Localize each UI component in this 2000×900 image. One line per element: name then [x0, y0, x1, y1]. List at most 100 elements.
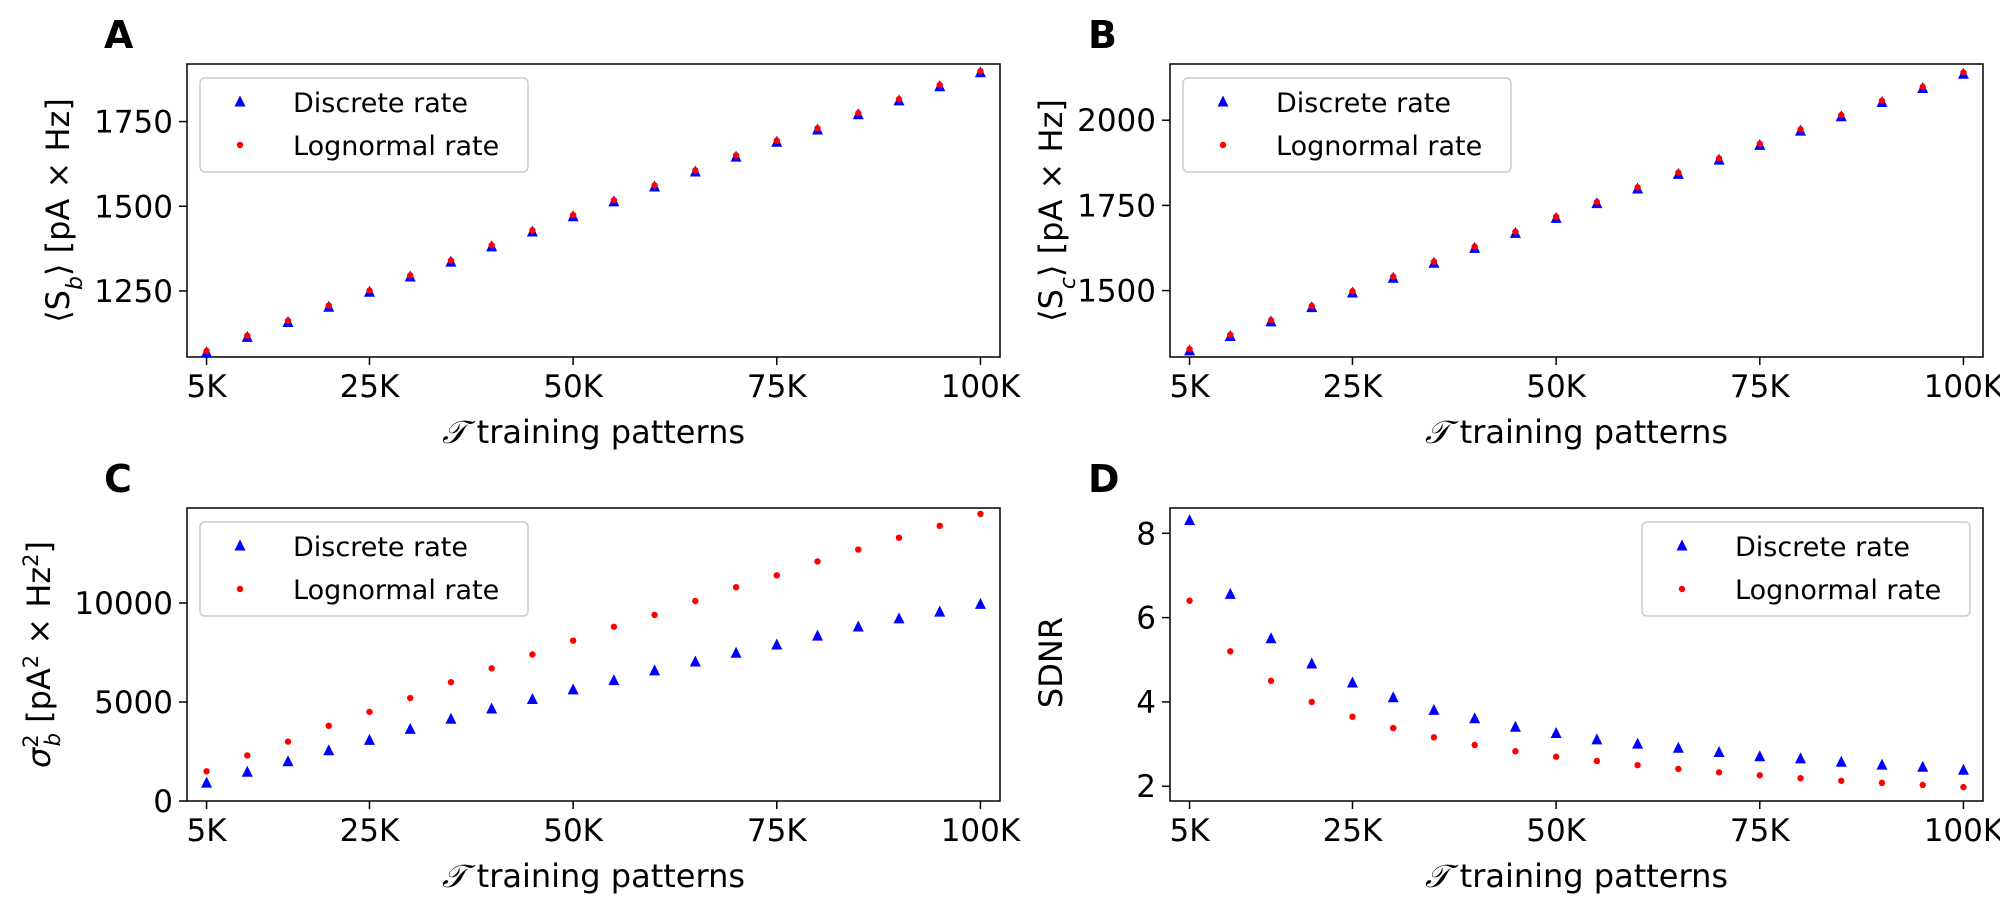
legend-marker-triangle — [1217, 95, 1229, 107]
data-point-dot — [203, 347, 210, 355]
data-point-dot — [366, 708, 373, 716]
data-point-dot — [325, 722, 332, 729]
legend: Discrete rate Lognormal rate — [199, 521, 529, 617]
data-point-dot — [1878, 97, 1886, 104]
data-point-triangle — [1184, 514, 1196, 526]
legend-marker-dot — [1219, 141, 1227, 149]
data-point-dot — [244, 752, 251, 759]
y-tick-label: 1500 — [1077, 274, 1156, 310]
legend-label: Discrete rate — [293, 532, 468, 563]
data-point-dot — [1390, 724, 1397, 732]
data-point-triangle — [1957, 763, 1969, 775]
x-tick-label: 25K — [1323, 813, 1383, 849]
data-point-dot — [1552, 753, 1560, 760]
x-axis-label: 𝒯 training patterns — [1425, 413, 1728, 451]
data-point-dot — [1797, 126, 1804, 133]
data-point-dot — [1227, 648, 1234, 655]
data-point-triangle — [852, 620, 864, 632]
data-point-dot — [855, 109, 862, 117]
data-point-dot — [1675, 169, 1682, 176]
data-point-triangle — [1428, 703, 1440, 715]
x-axis-label: 𝒯 training patterns — [442, 413, 745, 451]
x-tick-label: 5K — [1170, 369, 1211, 405]
plot-frame — [186, 63, 1001, 358]
plot-frame — [1169, 507, 1984, 802]
data-point-triangle — [1917, 760, 1929, 772]
y-axis-label: ⟨Sb⟩ [pA × Hz] — [39, 98, 88, 323]
legend: Discrete rate Lognormal rate — [1641, 521, 1971, 617]
data-point-triangle — [323, 744, 335, 756]
data-point-dot — [1593, 198, 1601, 206]
data-point-triangle — [526, 692, 538, 704]
data-point-dot — [1512, 748, 1519, 755]
legend: Discrete rate Lognormal rate — [199, 77, 529, 173]
data-point-triangle — [1306, 657, 1318, 669]
data-point-triangle — [282, 755, 294, 767]
x-tick-label: 50K — [1526, 369, 1586, 405]
y-axis-label: SDNR — [1032, 617, 1070, 708]
data-point-triangle — [486, 702, 498, 714]
data-point-triangle — [730, 646, 742, 658]
data-point-dot — [1919, 83, 1926, 91]
x-tick-label: 25K — [1323, 369, 1383, 405]
data-point-dot — [447, 257, 455, 264]
data-point-dot — [1349, 288, 1356, 295]
plot-frame — [1169, 63, 1984, 358]
panel-d: D 5K 25K 50K 75K 100K 2 4 6 8 𝒯 training patterns S… — [1032, 457, 2000, 895]
data-point-dot — [569, 637, 577, 644]
x-tick-label: 75K — [747, 369, 807, 405]
y-tick-label: 4 — [1136, 685, 1156, 721]
data-point-dot — [1512, 228, 1519, 235]
data-point-dot — [1838, 111, 1845, 119]
panel-letter: D — [1088, 457, 1120, 501]
legend-marker-dot — [236, 141, 244, 149]
y-tick-label: 1750 — [94, 105, 173, 141]
data-point-dot — [284, 738, 292, 745]
data-point-triangle — [1632, 737, 1644, 749]
series-lognormal — [203, 510, 984, 775]
data-point-triangle — [1672, 741, 1684, 753]
data-point-triangle — [1509, 720, 1521, 732]
y-tick-label: 1750 — [1077, 188, 1156, 224]
y-tick-label: 2 — [1136, 769, 1156, 805]
data-point-dot — [366, 287, 373, 294]
x-tick-label: 75K — [1730, 369, 1790, 405]
x-tick-label: 5K — [187, 813, 228, 849]
y-tick-label: 6 — [1136, 601, 1156, 637]
panel-letter: B — [1088, 13, 1117, 57]
legend-marker-dot — [236, 585, 244, 593]
panel-letter: C — [104, 457, 132, 501]
legend-label: Lognormal rate — [293, 575, 499, 606]
data-point-dot — [692, 597, 699, 605]
data-point-dot — [488, 665, 495, 672]
data-point-triangle — [404, 722, 416, 734]
data-point-dot — [1552, 213, 1560, 220]
data-point-dot — [936, 81, 943, 89]
x-tick-label: 50K — [1526, 813, 1586, 849]
series-discrete — [201, 597, 986, 788]
data-point-triangle — [689, 655, 701, 667]
data-point-dot — [610, 196, 618, 204]
data-point-triangle — [1591, 733, 1603, 745]
data-point-dot — [936, 522, 943, 530]
data-point-dot — [1186, 597, 1193, 604]
data-point-dot — [1919, 781, 1926, 789]
data-point-dot — [1756, 772, 1763, 779]
data-point-triangle — [567, 683, 579, 695]
legend-label: Lognormal rate — [293, 131, 499, 162]
series-lognormal — [203, 67, 984, 355]
data-point-dot — [1878, 779, 1886, 787]
data-point-triangle — [1550, 727, 1562, 739]
data-point-dot — [1634, 184, 1641, 191]
legend-box — [199, 77, 529, 173]
data-point-dot — [855, 546, 862, 553]
data-point-dot — [447, 679, 455, 686]
legend-marker-dot — [1678, 585, 1686, 593]
data-point-dot — [732, 583, 740, 591]
data-point-dot — [284, 317, 292, 324]
data-point-dot — [895, 96, 903, 103]
data-point-dot — [1308, 302, 1315, 310]
data-point-dot — [1838, 777, 1845, 784]
data-point-dot — [773, 137, 780, 144]
data-point-dot — [1797, 775, 1804, 782]
